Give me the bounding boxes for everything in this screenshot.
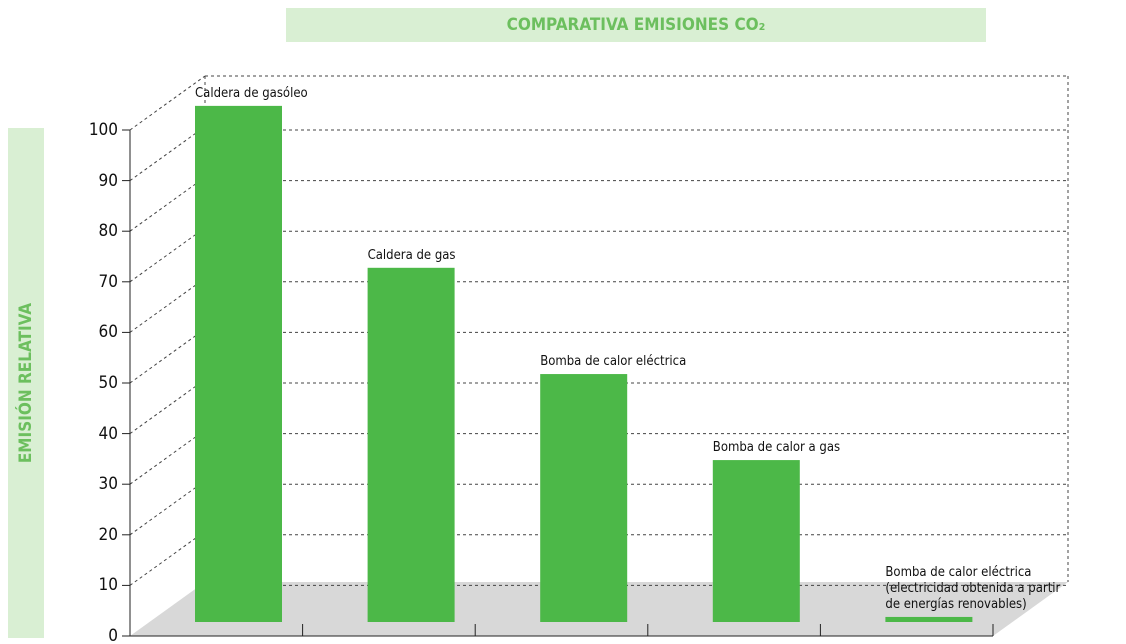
y-tick-label: 90 <box>98 170 118 191</box>
bar-label: Caldera de gas <box>367 247 456 263</box>
chart-title: COMPARATIVA EMISIONES CO₂ <box>286 8 986 42</box>
bar <box>540 374 628 622</box>
grid-diagonal <box>129 530 206 586</box>
y-tick-label: 0 <box>108 626 118 644</box>
bar-label: Caldera de gasóleo <box>195 85 308 101</box>
bar-label: Bomba de calor eléctrica (electricidad o… <box>885 564 1061 612</box>
y-label-box <box>8 128 44 638</box>
grid-diagonal <box>129 480 206 536</box>
y-tick-label: 70 <box>98 271 118 292</box>
y-tick-label: 100 <box>88 120 118 140</box>
bar-label: Bomba de calor eléctrica <box>540 354 687 370</box>
y-tick-label: 60 <box>98 322 118 343</box>
bar-label: Bomba de calor a gas <box>712 440 841 456</box>
bar <box>885 616 973 622</box>
grid-diagonal <box>129 126 206 182</box>
grid-diagonal <box>129 75 206 131</box>
y-tick-label: 50 <box>98 373 118 393</box>
bar <box>367 267 455 622</box>
y-tick-label: 20 <box>98 524 118 545</box>
grid-diagonal <box>129 379 206 435</box>
y-tick-label: 80 <box>98 221 118 242</box>
grid-diagonal <box>129 277 206 333</box>
bar <box>712 460 800 622</box>
y-tick-label: 40 <box>98 423 118 444</box>
bar <box>195 105 282 622</box>
y-tick-label: 10 <box>98 575 118 596</box>
y-tick-label: 30 <box>98 474 118 495</box>
grid-diagonal <box>129 328 206 384</box>
grid-diagonal <box>129 227 206 283</box>
grid-diagonal <box>129 429 206 485</box>
grid-diagonal <box>129 176 206 232</box>
